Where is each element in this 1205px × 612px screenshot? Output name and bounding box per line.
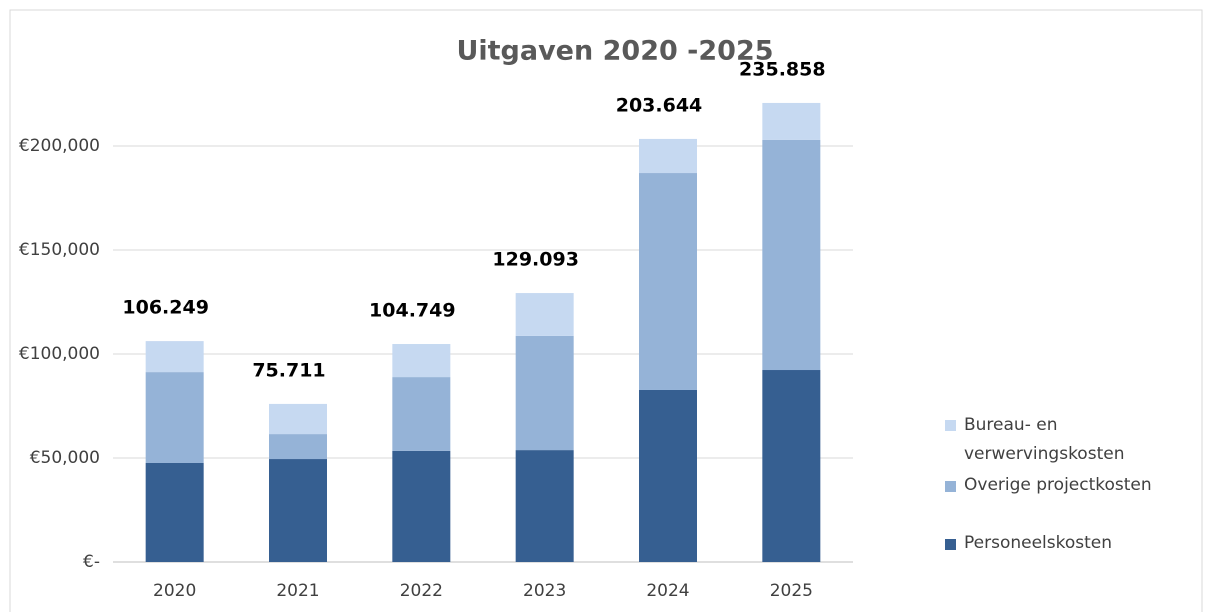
bar-segment bbox=[515, 335, 574, 451]
bar-segment bbox=[762, 370, 821, 562]
bar-segment bbox=[145, 462, 204, 562]
bar-segment bbox=[269, 434, 327, 460]
legend-swatch bbox=[945, 539, 956, 550]
bar-segment bbox=[639, 173, 697, 390]
total-label: 203.644 bbox=[616, 94, 703, 116]
legend-label: Bureau- en verwervingskosten bbox=[964, 415, 1125, 464]
y-tick-label: €50,000 bbox=[30, 448, 100, 468]
total-label: 129.093 bbox=[492, 249, 579, 271]
bar-segment bbox=[269, 459, 327, 562]
x-tick-label: 2020 bbox=[153, 581, 196, 601]
chart-border bbox=[9, 9, 1203, 612]
total-label: 104.749 bbox=[369, 300, 456, 322]
bar-segment bbox=[639, 138, 697, 174]
bar-segment bbox=[515, 293, 574, 336]
x-tick-label: 2024 bbox=[646, 581, 689, 601]
total-label: 106.249 bbox=[122, 297, 209, 319]
y-tick-label: €200,000 bbox=[19, 136, 100, 156]
legend-swatch bbox=[945, 481, 956, 492]
x-tick-label: 2023 bbox=[523, 581, 566, 601]
y-tick-label: €100,000 bbox=[19, 344, 100, 364]
bar-segment bbox=[392, 377, 451, 451]
bar-segment bbox=[762, 102, 821, 140]
x-tick-label: 2025 bbox=[770, 581, 813, 601]
chart-title: Uitgaven 2020 -2025 bbox=[456, 36, 773, 67]
total-label: 75.711 bbox=[252, 359, 325, 381]
legend-label: Personeelskosten bbox=[964, 533, 1113, 553]
bar-segment bbox=[145, 341, 204, 373]
bar-segment bbox=[762, 139, 821, 371]
bar-segment bbox=[515, 450, 574, 562]
bar-segment bbox=[639, 389, 697, 562]
legend-label: Overige projectkosten bbox=[964, 475, 1152, 495]
x-tick-label: 2021 bbox=[276, 581, 319, 601]
bar-segment bbox=[269, 403, 327, 435]
legend-swatch bbox=[945, 420, 956, 431]
bar-segment bbox=[392, 344, 451, 378]
bar-segment bbox=[392, 450, 451, 562]
x-tick-label: 2022 bbox=[400, 581, 443, 601]
bar-segment bbox=[145, 372, 204, 463]
total-label: 235.858 bbox=[739, 58, 826, 80]
y-tick-label: €- bbox=[83, 552, 100, 572]
y-tick-label: €150,000 bbox=[19, 240, 100, 260]
